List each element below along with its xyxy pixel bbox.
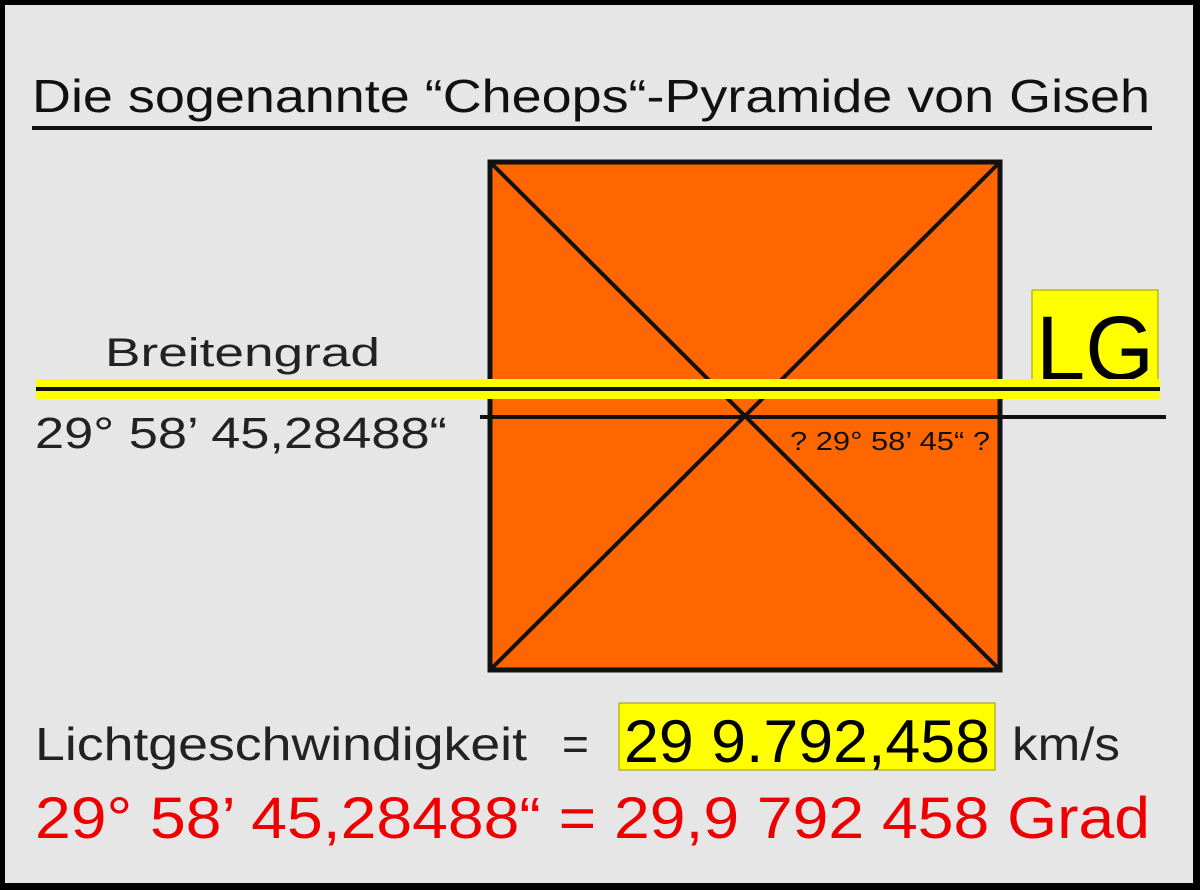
speed-value: 29 9.792,458 (624, 708, 990, 775)
conversion-equation: 29° 58’ 45,28488“ = 29,9 792 458 Grad (35, 786, 1150, 851)
speed-label: Lichtgeschwindigkeit (35, 718, 527, 770)
pyramid-latitude: ? 29° 58’ 45“ ? (790, 426, 990, 456)
title: Die sogenannte “Cheops“-Pyramide von Gis… (32, 70, 1150, 122)
latitude-line (36, 387, 1160, 391)
latitude-value: 29° 58’ 45,28488“ (35, 409, 447, 458)
equals-sign: = (562, 718, 589, 770)
speed-value-box (618, 702, 996, 771)
title-underline (32, 126, 1152, 130)
pyramid-latitude-line (480, 415, 1166, 419)
latitude-label: Breitengrad (105, 331, 380, 375)
speed-unit: km/s (1012, 718, 1120, 770)
